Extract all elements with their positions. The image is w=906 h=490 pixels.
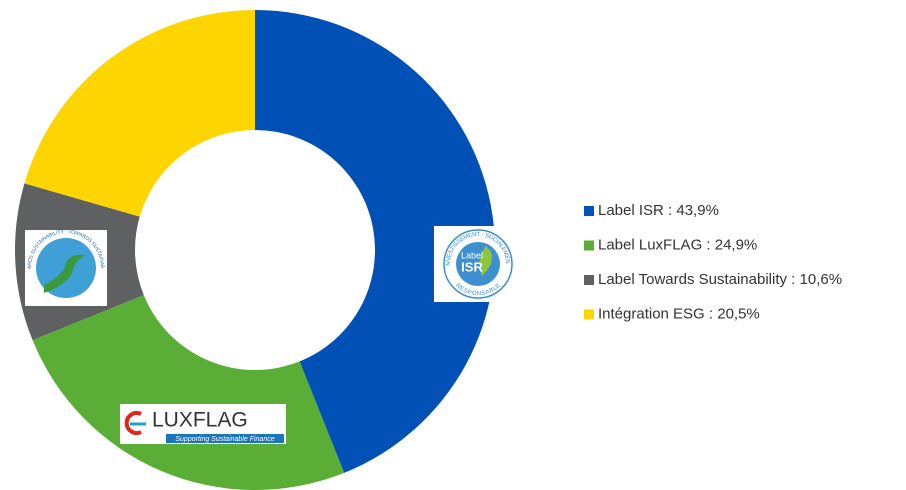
logo-text: Label: [461, 250, 483, 260]
donut: [14, 10, 496, 490]
legend-swatch: [584, 240, 594, 251]
legend-label: Label ISR : 43,9%: [598, 202, 719, 219]
logo-text: Supporting Sustainable Finance: [175, 436, 274, 443]
slice: [255, 10, 496, 473]
slice: [24, 10, 255, 217]
logo-band: [166, 434, 284, 443]
luxflag-logo: LUXFLAG Supporting Sustainable Finance: [120, 404, 286, 444]
legend: Label ISR : 43,9% Label LuxFLAG : 24,9% La…: [584, 202, 842, 322]
legend-swatch: [584, 309, 594, 320]
legend-label: Label LuxFLAG : 24,9%: [598, 236, 757, 253]
logo-text: ISR: [461, 259, 483, 274]
slice: [32, 295, 345, 490]
logo-leaf: [479, 246, 493, 276]
logo-mark: [124, 411, 142, 435]
legend-swatch: [584, 206, 594, 216]
logo-road: [44, 254, 86, 293]
legend-label: Intégration ESG : 20,5%: [598, 305, 760, 322]
legend-swatch: [584, 275, 594, 285]
logo-text: LUXFLAG: [152, 409, 248, 432]
legend-label: Label Towards Sustainability : 10,6%: [598, 271, 842, 288]
